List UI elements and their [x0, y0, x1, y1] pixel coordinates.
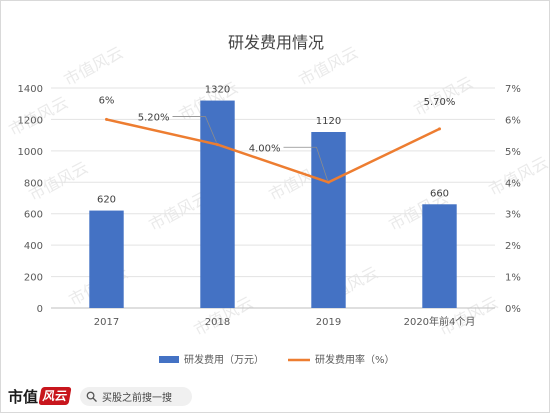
search-box[interactable]: 买股之前搜一搜 [80, 387, 192, 406]
y-left-tick-label: 600 [24, 210, 43, 221]
x-tick-label: 2020年前4个月 [404, 315, 476, 328]
bar-2020年前4个月 [422, 204, 457, 308]
y-right-tick-label: 7% [505, 84, 521, 95]
y-left-tick-label: 0 [37, 304, 43, 315]
y-right-tick-label: 2% [505, 241, 521, 252]
footer-bar: 市值 风云 买股之前搜一搜 [0, 380, 550, 413]
bar-2018 [200, 100, 235, 308]
rate-line [106, 118, 441, 184]
y-left-tick-label: 400 [24, 241, 43, 252]
bar-value-label: 660 [430, 188, 449, 199]
y-right-tick-label: 0% [505, 304, 521, 315]
leader-line [283, 146, 328, 181]
brand-mark: 风云 [38, 387, 72, 405]
chart: 市值风云 市值风云市值风云市值风云市值风云市值风云市值风云市值风云市值风云市值风云… [6, 33, 550, 366]
legend-label-line: 研发费用率（%） [315, 353, 395, 366]
rate-point-2020年前4个月 [438, 127, 441, 131]
y-left-tick-label: 800 [24, 178, 43, 189]
bar-value-label: 1120 [316, 116, 341, 127]
x-tick-label: 2018 [205, 317, 230, 328]
chart-title: 研发费用情况 [228, 33, 324, 52]
y-left-tick-label: 200 [24, 273, 43, 284]
watermark-text-13: 市值风云 [486, 153, 550, 200]
rate-value-label: 5.70% [424, 97, 456, 108]
legend-label-bar: 研发费用（万元） [184, 353, 264, 366]
brand-logo[interactable]: 市值 风云 [8, 384, 72, 408]
rate-point-2017 [105, 117, 108, 121]
rate-value-label: 5.20% [138, 113, 170, 124]
bar-value-label: 620 [97, 195, 116, 206]
bar-2017 [89, 210, 124, 308]
watermark-text-0: 市值风云 [61, 43, 126, 90]
rate-value-label: 6% [99, 95, 115, 106]
rate-point-2019 [327, 180, 330, 184]
y-right-tick-label: 6% [505, 115, 521, 126]
brand-name: 市值 [8, 387, 39, 406]
search-text: 买股之前搜一搜 [102, 393, 172, 404]
y-left-tick-label: 1000 [18, 147, 43, 158]
bar-value-label: 1320 [205, 85, 230, 96]
y-right-tick-label: 4% [505, 178, 521, 189]
rate-point-2018 [216, 143, 219, 147]
magnifier-icon [86, 391, 97, 402]
y-left-tick-label: 1400 [18, 84, 43, 95]
bar-2019 [311, 132, 346, 308]
y-right-tick-label: 5% [505, 147, 521, 158]
y-left-tick-label: 1200 [18, 115, 43, 126]
legend-swatch-bar [159, 356, 179, 363]
y-right-tick-label: 1% [505, 273, 521, 284]
x-tick-label: 2019 [316, 317, 341, 328]
x-tick-label: 2017 [94, 317, 119, 328]
y-right-tick-label: 3% [505, 210, 521, 221]
rate-value-label: 4.00% [249, 143, 281, 154]
leader-line [172, 116, 217, 143]
